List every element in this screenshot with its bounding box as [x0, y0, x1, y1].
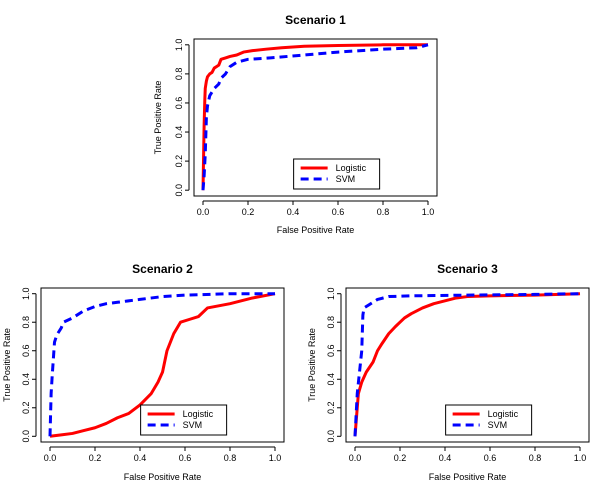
chart3: Scenario 3 0.0 0.2 0.4 0.6 0.8 1.0 0.0 0.2 0.4 0.6… — [307, 262, 590, 482]
chart3-x-axis-label: False Positive Rate — [429, 472, 507, 482]
chart2-x-axis-label: False Positive Rate — [124, 472, 202, 482]
chart2-x-tick-label: 0.0 — [44, 453, 57, 463]
chart3-y-tick-label: 0.4 — [326, 373, 336, 386]
chart1-y-axis-label: True Positive Rate — [153, 81, 163, 155]
chart3-legend-box — [445, 404, 533, 436]
chart1-title: Scenario 1 — [285, 13, 346, 27]
chart2-series-logistic-line — [49, 292, 276, 438]
chart1-x-tick-label: 1.0 — [422, 207, 435, 217]
chart2-series-svm-line — [48, 292, 275, 437]
chart3-plot-frame — [345, 287, 590, 443]
chart3-x-tick-label: 0.6 — [484, 453, 497, 463]
chart1-x-tick-label: 0.4 — [287, 207, 300, 217]
chart2-y-tick-label: 1.0 — [21, 287, 31, 300]
chart1-y-tick-label: 0.6 — [174, 97, 184, 110]
chart2-y-tick-label: 0.6 — [21, 344, 31, 357]
chart1-y-tick-label: 0.4 — [174, 126, 184, 139]
chart1-y-tick-label: 0.0 — [174, 184, 184, 197]
chart2-x-tick-label: 0.8 — [224, 453, 237, 463]
chart3-y-axis-label: True Positive Rate — [307, 328, 317, 402]
chart2-x-tick-label: 0.6 — [179, 453, 192, 463]
chart1-series-svm-line — [201, 43, 429, 191]
chart1-y-tick-label: 0.2 — [174, 155, 184, 168]
chart3-y-tick-label: 0.6 — [326, 344, 336, 357]
chart3-x-tick-label: 1.0 — [574, 453, 587, 463]
chart2-x-tick-label: 0.4 — [134, 453, 147, 463]
chart2-y-tick-label: 0.4 — [21, 373, 31, 386]
chart3-x-tick-label: 0.8 — [529, 453, 542, 463]
chart2: Scenario 2 0.0 0.2 0.4 0.6 0.8 1.0 0.0 0.2 0.4 0.6… — [2, 262, 285, 482]
chart3-y-tick-label: 1.0 — [326, 287, 336, 300]
chart3-y-tick-label: 0.2 — [326, 402, 336, 415]
chart2-y-tick-label: 0.2 — [21, 402, 31, 415]
chart1-y-tick-label: 0.8 — [174, 68, 184, 81]
chart3-series-svm-line — [353, 292, 581, 437]
chart3-series-logistic-line — [353, 292, 581, 437]
chart1-y-tick-label: 1.0 — [174, 39, 184, 52]
chart2-legend-box — [140, 404, 228, 436]
chart1-x-tick-label: 0.6 — [332, 207, 345, 217]
chart3-y-tick-label: 0.0 — [326, 430, 336, 443]
chart2-x-tick-label: 1.0 — [269, 453, 282, 463]
chart1-plot-frame — [193, 38, 438, 197]
chart3-legend-label-svm: SVM — [488, 420, 508, 430]
chart1-legend-label-logistic: Logistic — [336, 163, 367, 173]
chart1-x-tick-label: 0.8 — [377, 207, 390, 217]
chart2-y-tick-label: 0.8 — [21, 316, 31, 329]
chart3-legend-label-logistic: Logistic — [488, 409, 519, 419]
chart1-x-axis-label: False Positive Rate — [277, 225, 355, 235]
chart2-x-tick-label: 0.2 — [89, 453, 102, 463]
chart3-x-tick-label: 0.4 — [439, 453, 452, 463]
chart3-title: Scenario 3 — [437, 262, 498, 276]
chart2-title: Scenario 2 — [132, 262, 193, 276]
chart2-y-tick-label: 0.0 — [21, 430, 31, 443]
chart2-legend-label-svm: SVM — [183, 420, 203, 430]
chart1-x-tick-label: 0.2 — [242, 207, 255, 217]
chart2-legend-label-logistic: Logistic — [183, 409, 214, 419]
chart3-y-tick-label: 0.8 — [326, 316, 336, 329]
chart1-series-logistic-line — [201, 43, 428, 191]
chart1: Scenario 1 0.0 0.2 0.4 0.6 0.8 1.0 0.0 0.2 0.4 0.6… — [153, 13, 438, 235]
chart1-legend-box — [293, 158, 381, 190]
chart1-x-tick-label: 0.0 — [197, 207, 210, 217]
chart2-y-axis-label: True Positive Rate — [2, 328, 12, 402]
chart1-legend-label-svm: SVM — [336, 174, 356, 184]
chart3-x-tick-label: 0.2 — [394, 453, 407, 463]
chart2-plot-frame — [40, 287, 285, 443]
chart3-x-tick-label: 0.0 — [349, 453, 362, 463]
